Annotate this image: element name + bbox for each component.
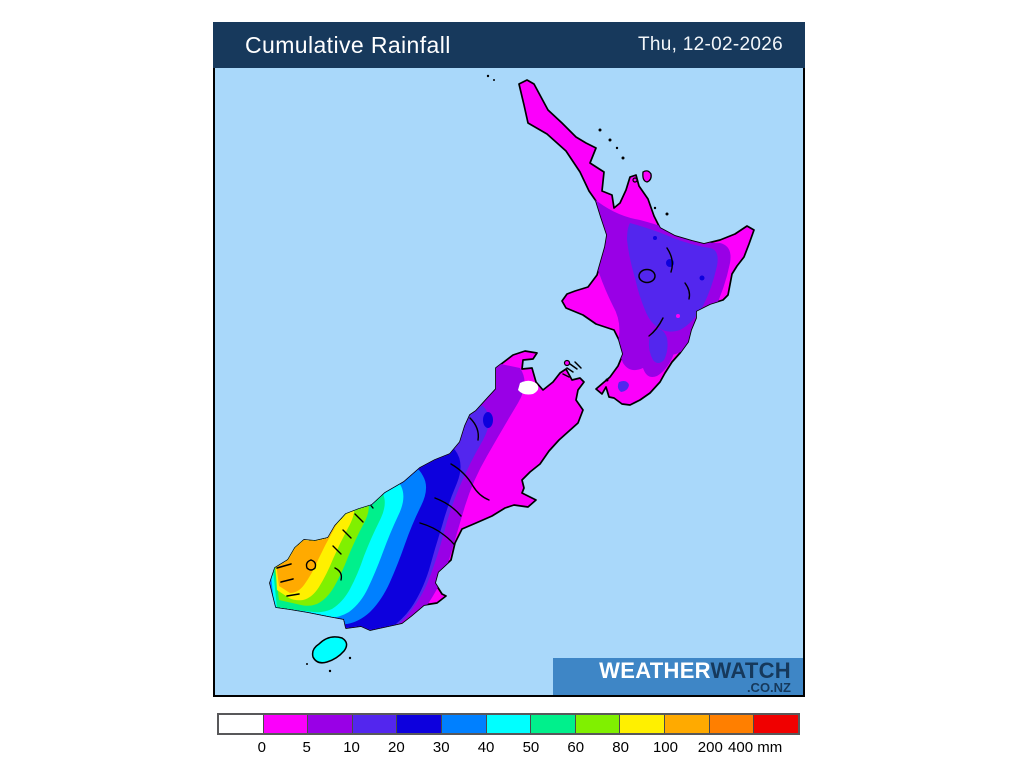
legend-label: 50 [522,739,540,756]
rain-patch-nelson-0mm [518,380,539,395]
legend-swatch [664,715,709,733]
legend-label: 100 [652,739,678,756]
legend-label: 30 [432,739,450,756]
legend-swatch [441,715,486,733]
rain-spot-si-20-30mm [483,412,493,428]
islet-specks [306,74,669,673]
legend-swatch [708,715,754,733]
legend-swatch [307,715,352,733]
weatherwatch-logo-wordmark: WEATHERWATCH [553,660,791,682]
stewart-island [311,636,348,664]
legend-swatch [753,715,798,733]
weatherwatch-logo: WEATHERWATCH .CO.NZ [553,658,803,695]
rainfall-map-panel: Cumulative Rainfall Thu, 12-02-2026 [213,22,805,697]
little-barrier-island [632,177,638,183]
legend-label: 80 [612,739,629,756]
legend-swatch [262,715,308,733]
rain-patch-wellington-10-20mm [617,381,629,392]
durville-island [563,359,571,367]
logo-weather-text: WEATHER [599,658,711,683]
legend-swatches [217,713,800,735]
legend-label: 40 [477,739,495,756]
map-date: Thu, 12-02-2026 [638,34,783,55]
legend-labels: 0 5 10 20 30 40 50 60 80 100 200 400 mm [217,739,800,759]
legend-swatch [396,715,442,733]
legend-label: 10 [343,739,360,756]
legend-label: 200 [697,739,723,756]
rain-spot-ni-20-30mm-c [653,236,657,240]
map-title: Cumulative Rainfall [245,31,451,58]
map-header: Cumulative Rainfall Thu, 12-02-2026 [213,22,805,68]
rain-band-ni-south-10-20mm [648,329,668,363]
rain-band-ni-10-20mm [627,223,718,332]
legend-swatch [530,715,575,733]
rivers-north-island [648,247,691,337]
rain-spot-ni-magenta-hole [676,314,680,318]
legend-label: 60 [567,739,585,756]
legend-swatch [219,715,263,733]
map-area: WEATHERWATCH .CO.NZ [213,68,805,697]
legend-swatch [619,715,665,733]
rainfall-legend: 0 5 10 20 30 40 50 60 80 100 200 400 mm [217,713,800,759]
marlborough-sounds-detail [562,361,582,378]
rain-spot-ni-20-30mm-b [699,275,705,281]
legend-label: 20 [388,739,405,756]
great-barrier-island [642,170,652,183]
legend-swatch [351,715,397,733]
legend-label: 5 [302,739,311,756]
lake-taupo [638,268,656,284]
legend-swatch [574,715,620,733]
legend-label: 400 mm [728,739,783,756]
legend-swatch [485,715,531,733]
rivers-south-island [305,417,490,581]
logo-domain-text: .CO.NZ [746,680,791,695]
legend-label: 0 [257,739,267,756]
logo-watch-text: WATCH [710,658,791,683]
offshore-islands [306,74,669,673]
nz-rainfall-map [269,74,755,673]
